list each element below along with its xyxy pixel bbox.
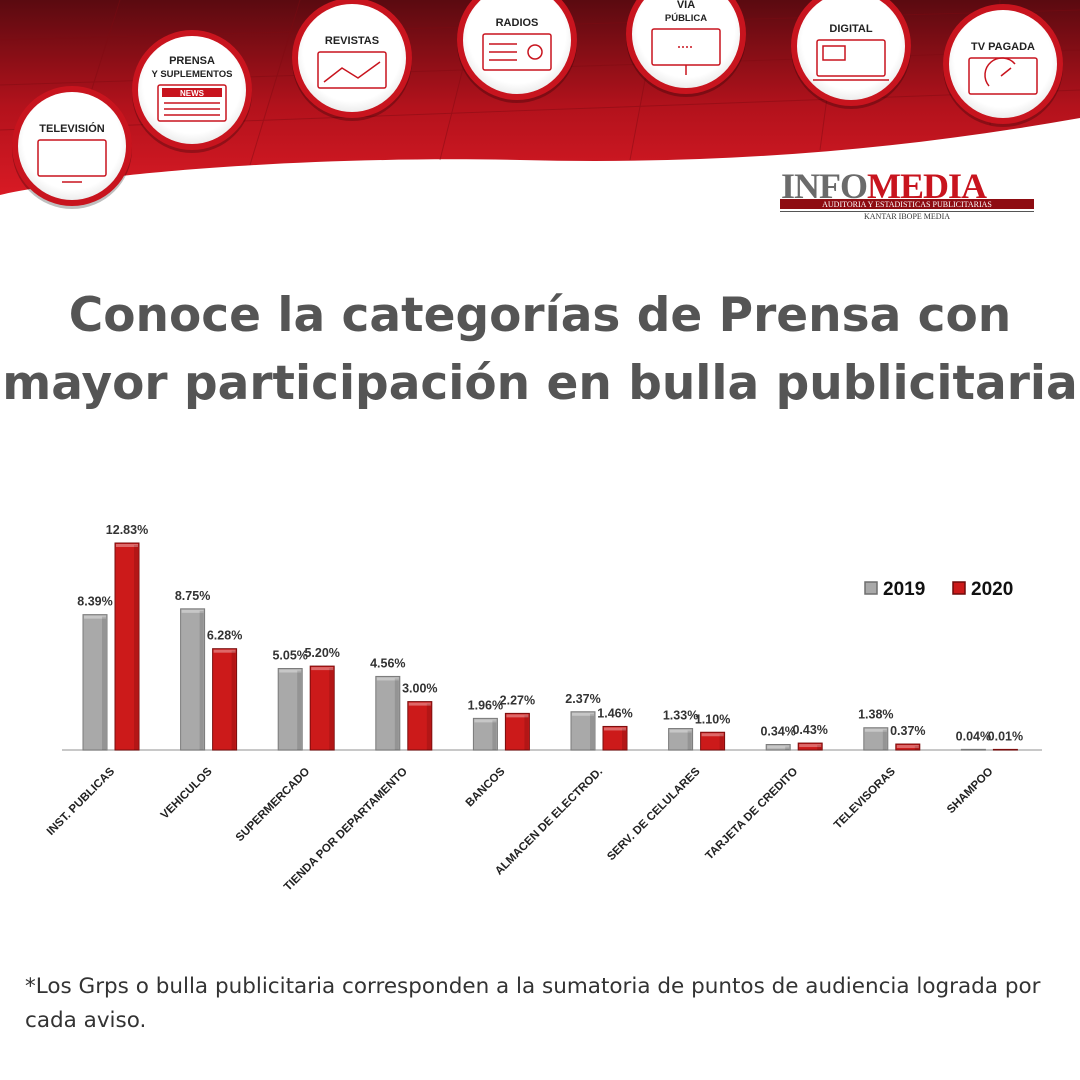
news-icon-text: NEWS [180,89,205,98]
media-disc-tv-pagada: TV PAGADA [943,4,1063,127]
media-disc-label: REVISTAS [325,35,379,47]
bar-2019-supermercado [277,668,303,751]
data-label-2019-televisoras: 1.38% [858,708,893,722]
bar-2020-serv-de-celulares [700,731,726,751]
bar-2019-tienda-por-departamento [375,675,401,751]
radio-icon [482,33,552,71]
bar-2019-shampoo [960,748,986,751]
page-title-line-1: Conoce la categorías de Prensa con [68,288,1012,343]
x-tick-label-serv-de-celulares: SERV. DE CELULARES [605,765,703,863]
legend-label: 2019 [883,579,925,600]
legend-label: 2020 [971,579,1013,600]
bar-2019-inst-publicas [82,614,108,751]
grouped-bar-chart: 8.39% 12.83% INST. PUBLICAS 8.75% 6.28% VEHIC… [45,523,1042,894]
billboard-icon [651,28,721,75]
magazine-icon [317,51,387,89]
data-label-2019-tarjeta-de-credito: 0.34% [760,725,795,739]
x-tick-label-inst-publicas: INST. PUBLICAS [45,765,117,837]
x-tick-label-televisoras: TELEVISORAS [832,765,898,831]
satellite-dish-icon [968,57,1038,95]
data-label-2019-bancos: 1.96% [468,698,503,712]
bar-2019-almacen-de-electrod [570,711,596,751]
bar-2020-shampoo [992,748,1018,751]
data-label-2019-vehiculos: 8.75% [175,589,210,603]
data-label-2020-televisoras: 0.37% [890,724,925,738]
data-label-2020-tienda-por-departamento: 3.00% [402,682,437,696]
media-disc-label: RADIOS [496,17,539,29]
bar-2020-almacen-de-electrod [602,725,628,751]
data-label-2020-almacen-de-electrod: 1.46% [597,706,632,720]
data-label-2019-inst-publicas: 8.39% [77,595,112,609]
media-disc-prensa: PRENSA Y SUPLEMENTOS NEWS [132,30,252,153]
x-tick-label-bancos: BANCOS [464,765,508,809]
data-label-2019-tienda-por-departamento: 4.56% [370,656,405,670]
legend-swatch [864,581,878,595]
data-label-2019-serv-de-celulares: 1.33% [663,709,698,723]
x-tick-label-supermercado: SUPERMERCADO [234,766,313,845]
bar-2019-bancos [472,717,498,751]
data-label-2020-vehiculos: 6.28% [207,629,242,643]
newspaper-icon: NEWS [157,84,227,122]
infomedia-logo: INFOMEDIA AUDITORIA Y ESTADISTICAS PUBLI… [780,166,1034,221]
media-disc-digital: DIGITAL [791,0,911,109]
data-label-2020-bancos: 2.27% [500,693,535,707]
media-disc-label: TELEVISIÓN [39,122,104,135]
legend-item-2019: 2019 [864,579,925,600]
bar-2019-televisoras [863,727,889,751]
bar-2019-tarjeta-de-credito [765,744,791,751]
legend-item-2020: 2020 [952,579,1013,600]
x-tick-label-vehiculos: VEHICULOS [159,765,215,821]
data-label-2020-shampoo: 0.01% [988,729,1023,743]
bar-2020-bancos [504,712,530,751]
media-disc-label: PRENSA [169,55,215,67]
data-label-2019-almacen-de-electrod: 2.37% [565,692,600,706]
data-label-2020-supermercado: 5.20% [304,646,339,660]
bar-2020-vehiculos [212,648,238,751]
media-disc-label: TV PAGADA [971,41,1035,53]
x-tick-label-almacen-de-electrod: ALMACEN DE ELECTROD. [493,766,605,878]
data-label-2019-shampoo: 0.04% [956,729,991,743]
page-title: Conoce la categorías de Prensa con mayor… [0,282,1080,418]
media-banner: TELEVISIÓN PRENSA Y SUPLEMENTOS NEWS REVISTA… [0,0,1080,221]
page-title-line-2: mayor participación en bulla publicitari… [2,356,1078,411]
data-label-2019-supermercado: 5.05% [272,649,307,663]
bar-2020-tienda-por-departamento [407,701,433,751]
media-disc-label: VÍA [677,0,695,11]
data-label-2020-serv-de-celulares: 1.10% [695,712,730,726]
legend-swatch [952,581,966,595]
footnote: *Los Grps o bulla publicitaria correspon… [25,974,1041,1033]
media-disc-label: DIGITAL [829,23,872,35]
logo-tagline: AUDITORIA Y ESTADISTICAS PUBLICITARIAS [822,200,992,209]
bar-2020-televisoras [895,743,921,751]
bar-2020-supermercado [309,665,335,751]
data-label-2020-tarjeta-de-credito: 0.43% [792,723,827,737]
media-disc-revistas: REVISTAS [292,0,412,121]
media-disc-sublabel: Y SUPLEMENTOS [152,69,233,80]
bar-2020-tarjeta-de-credito [797,742,823,751]
media-disc-sublabel: PÚBLICA [665,12,707,24]
bar-2019-serv-de-celulares [668,728,694,751]
logo-subline: KANTAR IBOPE MEDIA [864,212,950,221]
bar-2019-vehiculos [180,608,206,751]
x-tick-label-shampoo: SHAMPOO [945,766,996,817]
monitor-icon [813,39,889,81]
tv-icon [37,139,107,183]
data-label-2020-inst-publicas: 12.83% [106,523,148,537]
x-tick-label-tarjeta-de-credito: TARJETA DE CREDITO [704,766,801,863]
bar-2020-inst-publicas [114,542,140,751]
media-disc-television: TELEVISIÓN [12,86,132,209]
media-disc-radios: RADIOS [457,0,577,103]
